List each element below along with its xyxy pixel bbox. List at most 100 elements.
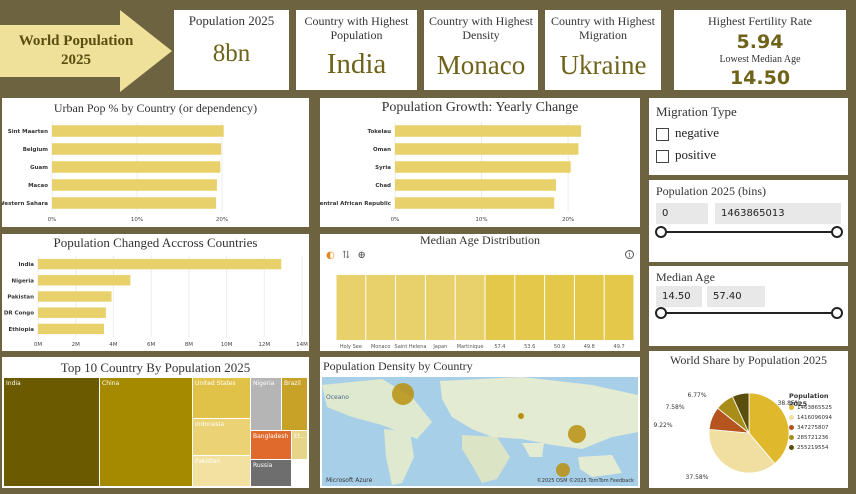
bar[interactable] xyxy=(52,125,224,137)
map-attribution-right[interactable]: ©2025 OSM ©2025 TomTom Feedback xyxy=(536,478,634,484)
pop-bins-slider-max-handle[interactable] xyxy=(831,226,843,238)
median-age-chart: Median Age Distribution ◐ ⇅ ⊕ i Holy See… xyxy=(320,233,640,351)
treemap-tile[interactable]: India xyxy=(4,378,99,486)
positive-checkbox[interactable] xyxy=(656,149,669,163)
bar[interactable] xyxy=(52,143,222,155)
treemap-tile[interactable]: Pakistan xyxy=(193,456,250,486)
median-age-max-input[interactable]: 57.40 xyxy=(707,286,765,307)
bar[interactable] xyxy=(366,274,396,340)
treemap-tile[interactable]: Brazil xyxy=(282,378,307,430)
treemap-tile[interactable]: Russia xyxy=(251,460,291,486)
x-tick-label: 14M xyxy=(296,342,308,348)
bar[interactable] xyxy=(395,125,582,137)
bar[interactable] xyxy=(425,274,455,340)
kpi-fertility-median: Highest Fertility Rate 5.94 Lowest Media… xyxy=(674,10,846,90)
bar[interactable] xyxy=(38,258,282,270)
treemap-tile[interactable]: United States xyxy=(193,378,250,418)
category-label: Ethiopia xyxy=(9,327,35,333)
pie-legend-item[interactable]: 1416096094 xyxy=(789,413,845,423)
pie-slice[interactable] xyxy=(708,428,776,474)
category-label: Pakistan xyxy=(7,295,34,301)
median-age-slider-track[interactable] xyxy=(662,312,838,314)
bar[interactable] xyxy=(395,179,556,191)
legend-label: 347275807 xyxy=(797,425,829,431)
pie-legend-item[interactable]: 347275807 xyxy=(789,423,845,433)
legend-dot-icon xyxy=(789,435,794,440)
bar[interactable] xyxy=(38,291,112,302)
map-bubble[interactable] xyxy=(518,413,524,419)
legend-label: 1416096094 xyxy=(797,415,832,421)
legend-dot-icon xyxy=(789,425,794,430)
treemap-tile[interactable]: Bangladesh xyxy=(251,431,291,459)
bar[interactable] xyxy=(52,179,217,191)
category-label: Japan xyxy=(432,344,447,350)
bar[interactable] xyxy=(395,143,579,155)
treemap-tile-label: Nigeria xyxy=(253,380,275,387)
bar[interactable] xyxy=(52,161,221,173)
migration-filter-title: Migration Type xyxy=(656,104,737,119)
map-canvas[interactable]: Oceano Microsoft Azure ©2025 OSM ©2025 T… xyxy=(322,377,638,486)
pie-slice[interactable] xyxy=(748,392,790,465)
bar[interactable] xyxy=(395,161,571,173)
x-tick-label: 10% xyxy=(475,217,487,223)
pop-bins-max-input[interactable]: 1463865013 xyxy=(715,203,841,224)
pie-legend-item[interactable]: 255219554 xyxy=(789,443,845,453)
category-label: DR Congo xyxy=(4,311,34,317)
info-icon[interactable]: i xyxy=(625,250,634,259)
kpi-highest-migration: Country with Highest Migration Ukraine xyxy=(545,10,661,90)
sort-icon[interactable]: ⇅ xyxy=(341,250,351,261)
pie-legend-item[interactable]: 1463865525 xyxy=(789,403,845,413)
treemap-tile[interactable]: Indonesia xyxy=(193,419,250,455)
pop-bins-slider-track[interactable] xyxy=(662,231,838,233)
top10-treemap: Top 10 Country By Population 2025 India C… xyxy=(2,357,309,488)
pop-bins-slider-min-handle[interactable] xyxy=(655,226,667,238)
map-bubble[interactable] xyxy=(392,383,414,405)
negative-checkbox[interactable] xyxy=(656,127,669,141)
bar[interactable] xyxy=(604,274,634,340)
pie-legend: 1463865525 1416096094 347275807 285721236 25… xyxy=(789,403,845,453)
legend-dot-icon xyxy=(789,415,794,420)
bar[interactable] xyxy=(574,274,604,340)
map-bubble[interactable] xyxy=(568,425,586,443)
x-tick-label: 0M xyxy=(34,342,42,348)
bar[interactable] xyxy=(515,274,545,340)
positive-label: positive xyxy=(675,147,717,162)
median-age-slider-max-handle[interactable] xyxy=(831,307,843,319)
x-tick-label: 2M xyxy=(72,342,80,348)
pie-legend-item[interactable]: 285721236 xyxy=(789,433,845,443)
category-label: 49.7 xyxy=(614,344,625,350)
negative-label: negative xyxy=(675,125,720,140)
bar[interactable] xyxy=(52,197,217,209)
bar[interactable] xyxy=(38,275,131,286)
treemap-tile-label: India xyxy=(6,380,21,387)
bar[interactable] xyxy=(545,274,574,340)
treemap-tile-label: Russia xyxy=(253,462,273,469)
pop-bins-min-input[interactable]: 0 xyxy=(656,203,708,224)
treemap-tile[interactable]: Nigeria xyxy=(251,378,281,430)
x-tick-label: 20% xyxy=(562,217,574,223)
bar[interactable] xyxy=(396,274,425,340)
category-label: Holy See xyxy=(340,344,362,350)
bar[interactable] xyxy=(455,274,485,340)
bar[interactable] xyxy=(38,307,106,318)
migration-option-positive[interactable]: positive xyxy=(656,147,848,163)
treemap-tile[interactable]: Et... xyxy=(292,431,307,459)
population-changed-bars: 0M 2M 4M 6M 8M 10M 12M 14M India Nigeria Pakistan D… xyxy=(4,256,308,348)
bar[interactable] xyxy=(395,197,555,209)
migration-option-negative[interactable]: negative xyxy=(656,125,848,141)
expand-icon[interactable]: ⊕ xyxy=(357,250,366,261)
map-title: Population Density by Country xyxy=(323,359,473,373)
bar[interactable] xyxy=(336,274,366,340)
pie-slice[interactable] xyxy=(731,392,750,434)
median-age-min-input[interactable]: 14.50 xyxy=(656,286,702,307)
treemap-tile[interactable]: China xyxy=(100,378,192,486)
bar[interactable] xyxy=(38,323,104,335)
median-age-slider-min-handle[interactable] xyxy=(655,307,667,319)
x-tick-label: 20% xyxy=(216,217,228,223)
urban-pop-bars: 0% 10% 20% Sint Maarten Belgium Guam Macao West… xyxy=(2,122,228,223)
bar[interactable] xyxy=(485,274,515,340)
kpi-highest-population: Country with Highest Population India xyxy=(296,10,417,90)
map-bubble[interactable] xyxy=(556,463,570,477)
x-tick-label: 0% xyxy=(48,217,57,223)
drill-icon[interactable]: ◐ xyxy=(326,250,335,261)
